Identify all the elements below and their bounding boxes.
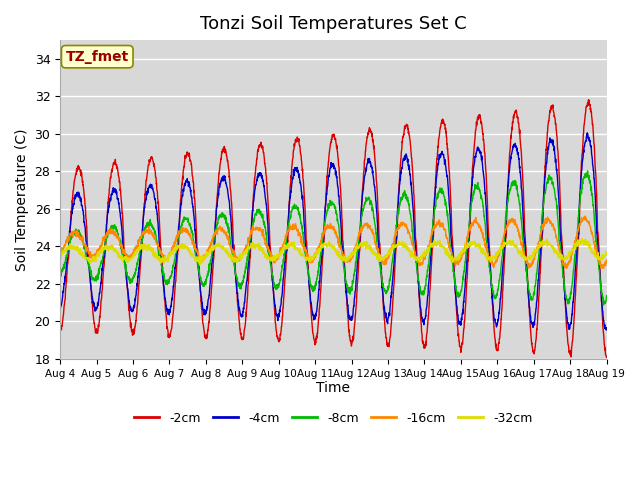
- Y-axis label: Soil Temperature (C): Soil Temperature (C): [15, 128, 29, 271]
- -32cm: [492, 250, 500, 255]
- -4cm: [602, 327, 610, 333]
- -16cm: [570, 244, 577, 250]
- -4cm: [554, 188, 562, 194]
- -16cm: [600, 265, 607, 271]
- -2cm: [492, 341, 500, 347]
- -8cm: [492, 294, 500, 300]
- -8cm: [570, 267, 577, 273]
- -32cm: [570, 246, 577, 252]
- -2cm: [603, 355, 611, 360]
- -4cm: [349, 312, 357, 317]
- Line: -4cm: -4cm: [60, 133, 607, 330]
- -8cm: [603, 293, 611, 299]
- Title: Tonzi Soil Temperatures Set C: Tonzi Soil Temperatures Set C: [200, 15, 467, 33]
- Text: TZ_fmet: TZ_fmet: [66, 49, 129, 64]
- -16cm: [554, 242, 562, 248]
- -32cm: [361, 243, 369, 249]
- -8cm: [56, 273, 64, 278]
- -32cm: [603, 251, 611, 256]
- -4cm: [570, 297, 577, 302]
- -16cm: [581, 213, 589, 219]
- -4cm: [584, 130, 591, 136]
- -4cm: [603, 325, 611, 331]
- Line: -2cm: -2cm: [60, 100, 607, 358]
- -16cm: [603, 257, 611, 263]
- -32cm: [579, 236, 586, 241]
- -16cm: [361, 223, 369, 228]
- -16cm: [492, 257, 500, 263]
- -4cm: [56, 306, 64, 312]
- -2cm: [361, 156, 369, 162]
- Line: -16cm: -16cm: [60, 216, 607, 268]
- -4cm: [209, 257, 216, 263]
- -4cm: [361, 172, 369, 178]
- -4cm: [492, 321, 500, 326]
- X-axis label: Time: Time: [316, 382, 350, 396]
- -2cm: [585, 97, 593, 103]
- -2cm: [56, 325, 64, 331]
- Line: -32cm: -32cm: [60, 239, 607, 264]
- -8cm: [554, 220, 562, 226]
- -2cm: [554, 155, 562, 160]
- -32cm: [555, 252, 563, 258]
- -32cm: [56, 254, 64, 260]
- -32cm: [349, 251, 357, 257]
- Legend: -2cm, -4cm, -8cm, -16cm, -32cm: -2cm, -4cm, -8cm, -16cm, -32cm: [129, 407, 538, 430]
- -8cm: [209, 248, 216, 254]
- -2cm: [570, 326, 577, 332]
- Line: -8cm: -8cm: [60, 171, 607, 305]
- -8cm: [349, 278, 357, 284]
- -8cm: [361, 200, 369, 205]
- -32cm: [209, 248, 216, 253]
- -16cm: [56, 251, 64, 256]
- -8cm: [584, 168, 591, 174]
- -8cm: [600, 302, 607, 308]
- -2cm: [349, 336, 357, 342]
- -16cm: [209, 237, 216, 242]
- -16cm: [349, 254, 357, 260]
- -32cm: [196, 261, 204, 267]
- -2cm: [209, 272, 216, 278]
